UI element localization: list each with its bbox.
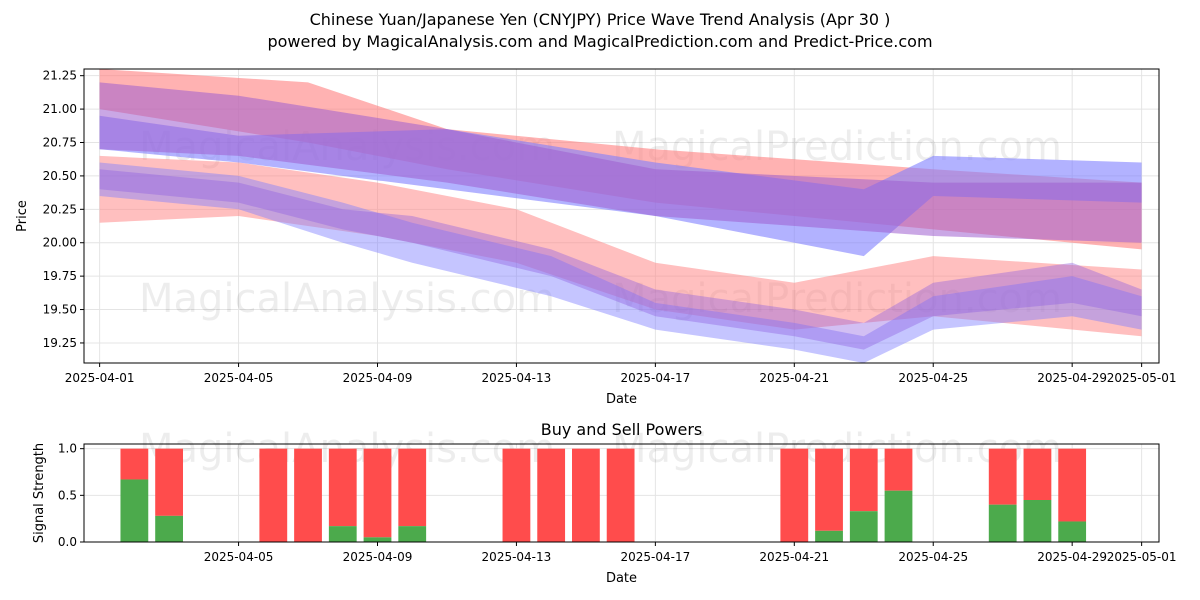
price-y-axis-label: Price [15,200,30,232]
price-wave-band [99,162,1142,363]
signal-x-tick-label: 2025-04-05 [204,550,274,564]
price-x-tick-label: 2025-04-21 [759,371,829,385]
price-y-tick-label: 19.25 [43,336,77,350]
sell-power-bar [502,448,531,542]
watermark-text: MagicalAnalysis.com [139,276,555,322]
signal-x-tick-label: 2025-04-17 [620,550,690,564]
signal-y-axis-label: Signal Strength [32,443,47,543]
sell-power-bar [606,448,635,542]
price-x-tick-label: 2025-04-17 [620,371,690,385]
sell-power-bar [328,448,357,527]
price-y-tick-label: 21.00 [43,102,77,116]
buy-power-bar [884,490,913,542]
price-wave-band [99,169,1142,350]
sell-power-bar [1023,448,1052,500]
buy-power-bar [1023,500,1052,542]
signal-x-axis-label: Date [606,571,637,586]
price-y-tick-label: 20.25 [43,202,77,216]
sell-power-bar [537,448,566,542]
price-y-tick-label: 19.75 [43,269,77,283]
price-y-tick-label: 19.50 [43,303,77,317]
price-wave-band [99,82,1142,243]
signal-y-tick-label: 0.5 [58,488,77,502]
price-y-tick-label: 21.25 [43,69,77,83]
signal-x-tick-label: 2025-04-13 [482,550,552,564]
sell-power-bar [884,448,913,491]
price-y-tick-label: 20.50 [43,169,77,183]
price-x-tick-label: 2025-04-05 [204,371,274,385]
sell-power-bar [259,448,288,542]
signal-y-tick-label: 0.0 [58,535,77,549]
sell-power-bar [849,448,878,512]
sell-power-bar [988,448,1017,505]
sell-power-bar [120,448,149,480]
price-x-tick-label: 2025-05-01 [1107,371,1177,385]
buy-power-bar [815,530,843,542]
price-y-tick-label: 20.00 [43,236,77,250]
sell-power-bar [398,448,427,527]
buy-power-bar [155,515,183,542]
signal-x-tick-label: 2025-04-09 [343,550,413,564]
price-x-axis-label: Date [606,392,637,407]
signal-x-tick-label: 2025-04-25 [898,550,968,564]
price-x-tick-label: 2025-04-29 [1037,371,1107,385]
sell-power-bar [363,448,392,538]
buy-power-bar [328,526,357,542]
buy-power-bar [988,504,1017,542]
buy-power-bar [1058,521,1087,542]
price-x-tick-label: 2025-04-13 [482,371,552,385]
signal-y-tick-label: 1.0 [58,442,77,456]
figure-title: Chinese Yuan/Japanese Yen (CNYJPY) Price… [309,10,891,29]
signal-x-tick-label: 2025-05-01 [1107,550,1177,564]
price-x-tick-label: 2025-04-09 [343,371,413,385]
price-x-tick-label: 2025-04-25 [898,371,968,385]
buy-power-bar [363,537,392,542]
price-bands-group [99,69,1142,363]
sell-power-bar [815,448,843,531]
signal-axes-frame [83,443,1160,543]
sell-power-bar [294,448,322,542]
buy-power-bar [120,479,149,542]
sell-power-bar [780,448,809,542]
sell-power-bar [155,448,183,516]
price-axes-frame [83,68,1160,364]
price-x-tick-label: 2025-04-01 [65,371,135,385]
price-wave-band [99,155,1142,337]
signal-x-tick-label: 2025-04-29 [1037,550,1107,564]
signal-panel-title: Buy and Sell Powers [541,420,703,439]
buy-power-bar [849,511,878,542]
signal-x-tick-label: 2025-04-21 [759,550,829,564]
price-y-tick-label: 20.75 [43,136,77,150]
buy-power-bar [398,526,427,542]
sell-power-bar [1058,448,1087,522]
sell-power-bar [572,448,600,542]
figure-subtitle: powered by MagicalAnalysis.com and Magic… [267,32,933,51]
